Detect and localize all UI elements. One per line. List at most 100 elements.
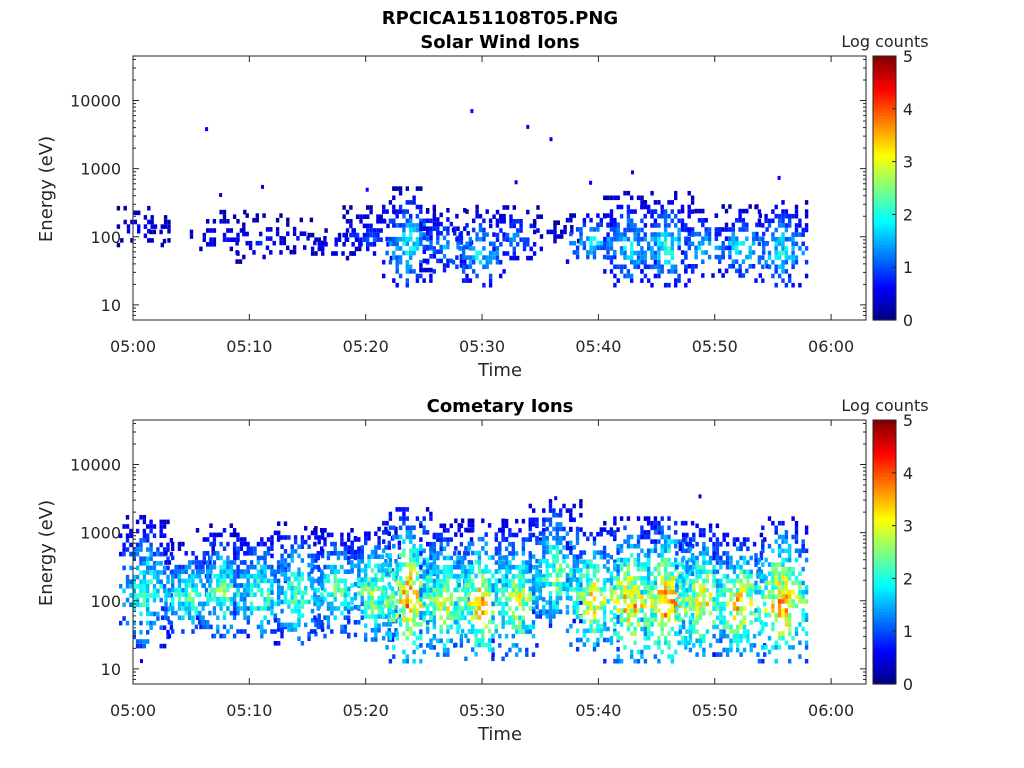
heatmap-cell — [555, 609, 559, 615]
heatmap-cell — [569, 550, 573, 555]
heatmap-cell — [646, 566, 651, 572]
heatmap-cell — [491, 610, 495, 616]
heatmap-cell — [535, 569, 539, 575]
heatmap-cell — [602, 600, 607, 606]
heatmap-cell — [429, 615, 433, 621]
heatmap-cell — [531, 633, 536, 639]
heatmap-cell — [494, 569, 499, 575]
heatmap-cell — [640, 576, 644, 581]
heatmap-cell — [745, 254, 749, 260]
heatmap-cell — [206, 601, 210, 607]
heatmap-cell — [767, 594, 772, 600]
colorbar-segment — [873, 115, 896, 120]
heatmap-cell — [613, 236, 617, 242]
heatmap-cell — [402, 548, 406, 554]
heatmap-cell — [599, 217, 603, 223]
heatmap-cell — [146, 533, 150, 538]
heatmap-cell — [680, 208, 685, 214]
heatmap-cell — [535, 564, 539, 570]
heatmap-cell — [781, 589, 785, 595]
heatmap-cell — [575, 605, 580, 611]
heatmap-cell — [442, 583, 447, 588]
heatmap-cell — [229, 601, 233, 607]
heatmap-cell — [636, 658, 641, 664]
heatmap-cell — [377, 536, 381, 541]
heatmap-cell — [674, 530, 678, 535]
heatmap-cell — [360, 615, 364, 620]
heatmap-cell — [695, 541, 699, 547]
heatmap-cell — [721, 227, 725, 232]
heatmap-cell — [619, 548, 624, 554]
heatmap-cell — [374, 637, 378, 642]
heatmap-cell — [436, 240, 440, 245]
heatmap-cell — [579, 600, 583, 605]
heatmap-cell — [432, 564, 437, 570]
heatmap-cell — [439, 624, 443, 630]
heatmap-cell — [559, 595, 563, 601]
heatmap-cell — [330, 532, 334, 538]
heatmap-cell — [532, 554, 536, 559]
heatmap-cell — [501, 574, 505, 579]
heatmap-cell — [270, 604, 274, 609]
heatmap-cell — [804, 631, 809, 636]
heatmap-cell — [767, 516, 772, 521]
heatmap-cell — [352, 251, 356, 256]
heatmap-cell — [684, 227, 688, 232]
heatmap-cell — [374, 586, 378, 592]
heatmap-cell — [495, 250, 500, 256]
heatmap-cell — [229, 578, 233, 584]
heatmap-cell — [177, 587, 182, 593]
heatmap-cell — [653, 255, 658, 260]
heatmap-cell — [501, 582, 505, 588]
heatmap-cell — [804, 557, 809, 563]
heatmap-cell — [722, 601, 726, 607]
heatmap-cell — [377, 605, 381, 610]
heatmap-cell — [457, 582, 461, 588]
heatmap-cell — [516, 219, 520, 224]
heatmap-cell — [135, 593, 140, 598]
heatmap-cell — [194, 610, 199, 616]
heatmap-cell — [388, 525, 393, 531]
heatmap-cell — [222, 569, 227, 574]
heatmap-cell — [364, 531, 368, 536]
heatmap-cell — [212, 560, 217, 565]
heatmap-cell — [377, 554, 381, 559]
heatmap-cell — [562, 581, 566, 587]
heatmap-cell — [521, 569, 526, 575]
heatmap-cell — [481, 518, 485, 524]
heatmap-cell — [481, 536, 485, 542]
heatmap-cell — [640, 218, 644, 224]
heatmap-cell — [688, 647, 693, 653]
heatmap-cell — [159, 570, 163, 575]
heatmap-cell — [498, 643, 502, 648]
heatmap-cell — [360, 582, 364, 587]
heatmap-cell — [512, 232, 516, 238]
heatmap-cell — [314, 237, 318, 242]
heatmap-cell — [394, 591, 398, 596]
heatmap-cell — [667, 534, 671, 540]
colorbar-segment — [873, 207, 896, 212]
heatmap-cell — [367, 559, 371, 564]
heatmap-cell — [519, 223, 523, 229]
heatmap-cell — [545, 572, 549, 578]
heatmap-cell — [512, 251, 516, 256]
heatmap-cell — [565, 563, 570, 569]
heatmap-cell — [572, 577, 576, 582]
heatmap-cell — [532, 522, 536, 527]
heatmap-cell — [446, 258, 450, 264]
heatmap-cell — [746, 574, 750, 579]
heatmap-cell — [276, 583, 281, 588]
heatmap-cell — [333, 592, 337, 597]
heatmap-cell — [698, 592, 703, 598]
heatmap-cell — [370, 637, 375, 642]
heatmap-cell — [538, 540, 543, 546]
heatmap-cell — [657, 241, 661, 247]
heatmap-cell — [535, 595, 539, 601]
heatmap-cell — [236, 569, 240, 574]
heatmap-cell — [494, 532, 498, 537]
heatmap-cell — [653, 585, 658, 590]
heatmap-cell — [616, 614, 620, 620]
heatmap-cell — [159, 551, 163, 557]
heatmap-cell — [616, 232, 620, 237]
heatmap-cell — [675, 583, 679, 588]
